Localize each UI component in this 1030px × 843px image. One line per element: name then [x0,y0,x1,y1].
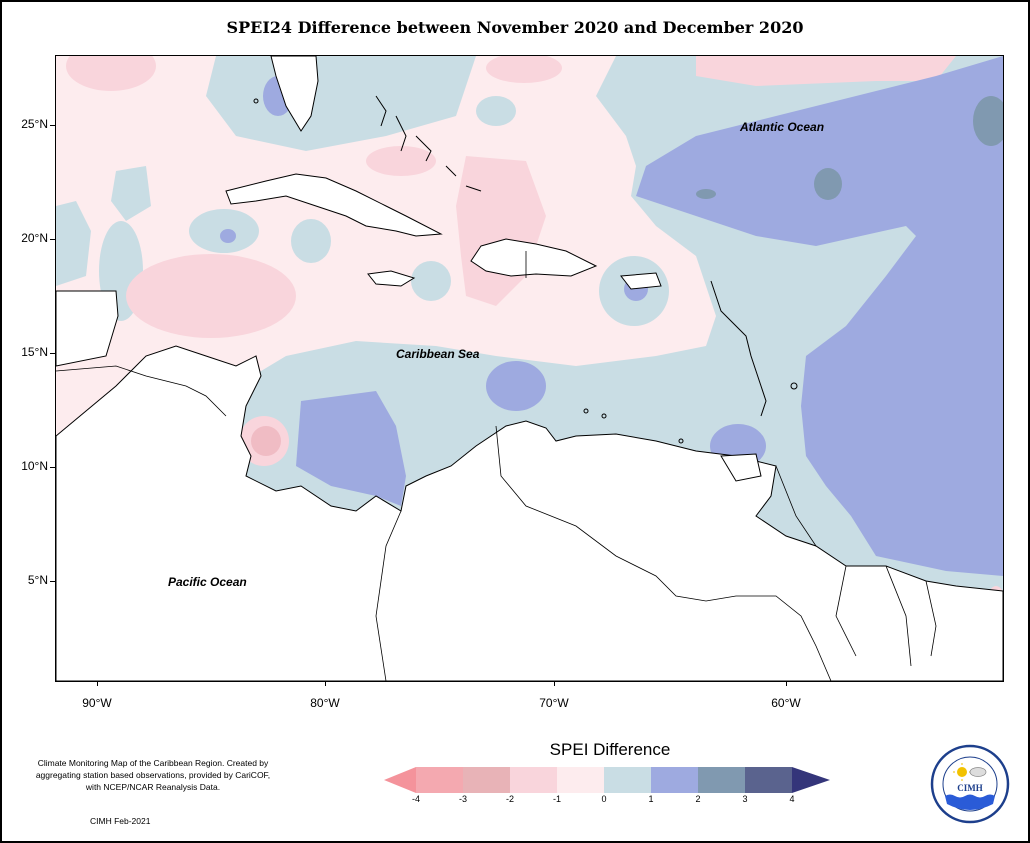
country-borders [56,251,937,681]
lat-tick-25n: 25°N [21,117,48,131]
lat-tick-mark [50,581,55,582]
atlantic-ocean-label: Atlantic Ocean [740,120,825,134]
lon-tick-mark [97,681,98,686]
legend-swatch-0-1 [604,767,651,793]
legend-swatch-neg3-neg2 [463,767,510,793]
legend-colorbar [384,767,830,793]
legend-tick: 4 [789,794,795,804]
lat-tick-mark [50,353,55,354]
caribbean-sea-label: Caribbean Sea [396,347,480,361]
hispaniola [470,238,598,277]
legend-tick: -4 [411,794,420,804]
yucatan-land [56,290,119,367]
map-credit: CIMH Feb-2021 [90,816,151,826]
cuba [225,173,443,237]
cimh-logo: CIMH [930,744,1010,824]
negative-regions [66,56,1003,646]
legend-tick: 2 [695,794,701,804]
map-title: SPEI24 Difference between November 2020 … [226,18,804,37]
legend-swatch-lt-4 [384,767,416,793]
legend-tick: 0 [601,794,607,804]
lon-tick-mark [325,681,326,686]
lat-tick-5n: 5°N [27,573,48,587]
jamaica [367,270,416,287]
negative-core [251,426,281,456]
small-islands [253,95,798,444]
lon-tick-mark [786,681,787,686]
lat-tick-mark [50,467,55,468]
legend-tick: -3 [458,794,467,804]
lat-tick-15n: 15°N [21,345,48,359]
legend-tick: 1 [648,794,654,804]
south-america-central-america [56,345,1003,681]
lon-tick-60w: 60°W [771,696,801,710]
legend-tick: 3 [742,794,748,804]
legend-tick: -1 [552,794,561,804]
puerto-rico [620,272,662,290]
legend-swatch-neg4-neg3 [416,767,463,793]
lon-tick-mark [554,681,555,686]
lat-tick-20n: 20°N [21,231,48,245]
lat-tick-10n: 10°N [21,459,48,473]
florida [270,56,319,132]
legend-tick: -2 [505,794,514,804]
cloud-icon [969,767,987,777]
legend-swatch-gt-4 [792,767,830,793]
positive-dark-regions [696,96,1003,200]
legend-swatch-neg1-0 [557,767,604,793]
lon-tick-70w: 70°W [539,696,569,710]
sun-icon [957,767,967,777]
pacific-ocean-label: Pacific Ocean [168,575,247,589]
map-canvas [56,56,1003,681]
legend-title: SPEI Difference [549,740,671,759]
water-icon [945,794,995,810]
map-panel: Atlantic Ocean Caribbean Sea Pacific Oce… [55,55,1004,682]
map-description: Climate Monitoring Map of the Caribbean … [35,758,271,792]
positive-mid-regions [220,56,1003,576]
legend-swatch-2-3 [698,767,745,793]
landmasses [56,56,1003,681]
logo-text: CIMH [957,783,983,793]
legend-swatch-neg2-neg1 [510,767,557,793]
lon-tick-90w: 90°W [82,696,112,710]
lat-tick-mark [50,125,55,126]
lon-tick-80w: 80°W [310,696,340,710]
trinidad [720,453,762,482]
legend-swatch-3-4 [745,767,792,793]
lat-tick-mark [50,239,55,240]
legend-swatch-1-2 [651,767,698,793]
